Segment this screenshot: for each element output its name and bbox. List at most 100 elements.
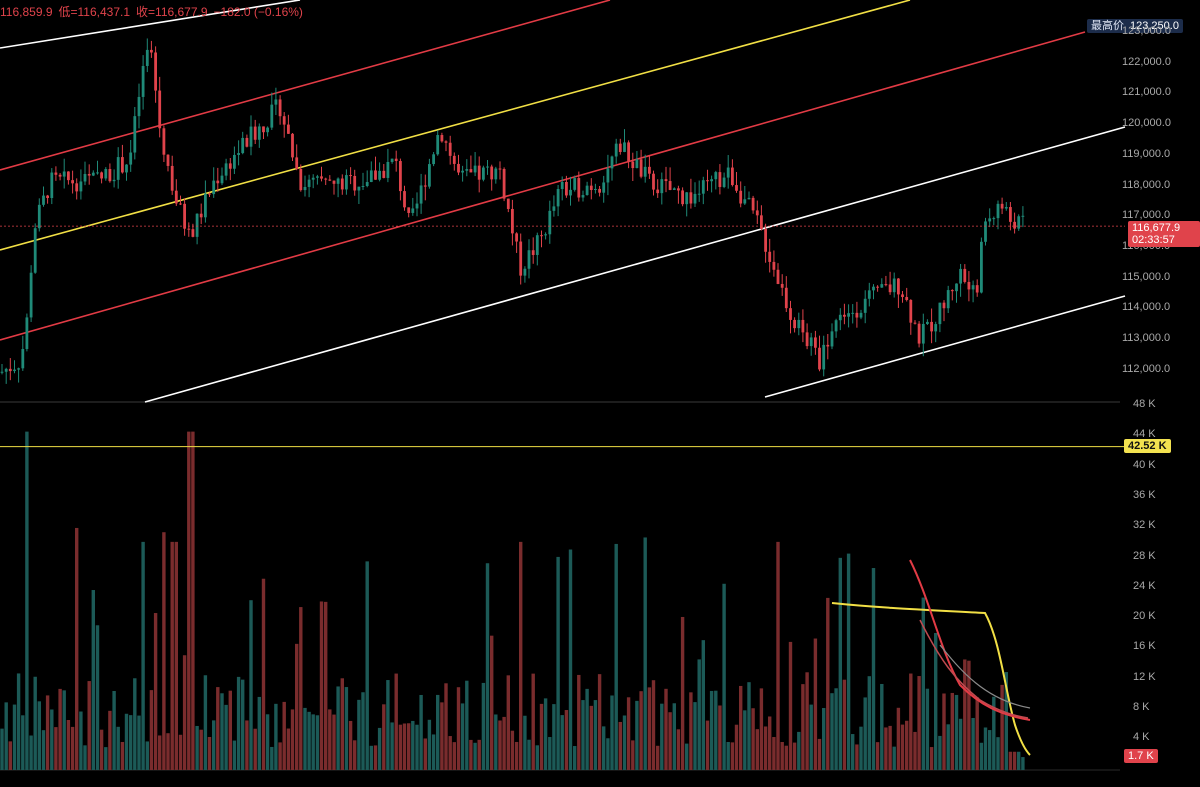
volume-bar <box>236 676 241 770</box>
candle-body <box>606 168 610 183</box>
volume-axis-label: 8 K <box>1133 701 1150 713</box>
candle-body <box>934 324 938 332</box>
volume-bar <box>415 724 419 770</box>
volume-bar <box>382 704 386 770</box>
volume-bar <box>946 724 950 770</box>
volume-bar <box>257 696 261 770</box>
volume-bar <box>622 715 627 770</box>
candle-body <box>635 159 639 169</box>
red-sketch-curve <box>909 559 1031 721</box>
volume-bar <box>361 692 365 770</box>
candle-body <box>992 218 996 220</box>
candle-body <box>216 180 220 184</box>
ohlc-close: 116,677.9 <box>155 5 208 19</box>
candle-body <box>208 193 211 195</box>
volume-bar <box>452 742 456 770</box>
candle-body <box>353 175 357 191</box>
candle-body <box>523 268 527 276</box>
candle-body <box>382 170 386 178</box>
candle-body <box>432 154 435 165</box>
volume-bar <box>759 688 764 770</box>
volume-bar <box>133 678 137 770</box>
candle-body <box>714 172 718 180</box>
volume-bar <box>460 703 465 770</box>
candle-body <box>195 213 199 237</box>
volume-axis-label: 40 K <box>1133 458 1156 471</box>
gray-sketch-curve <box>939 644 1031 709</box>
candle-body <box>494 168 498 180</box>
volume-bar <box>909 673 913 770</box>
candle-body <box>789 308 792 320</box>
candle-body <box>328 179 332 181</box>
volume-bar <box>585 688 589 770</box>
candle-body <box>809 337 813 347</box>
candle-body <box>506 198 510 209</box>
candle-body <box>50 172 54 199</box>
white-channel-top <box>0 0 301 49</box>
volume-bar <box>170 541 174 770</box>
candle-body <box>332 180 336 184</box>
volume-bar <box>942 693 946 770</box>
volume-bar <box>311 714 315 770</box>
volume-axis-label: 12 K <box>1133 670 1156 683</box>
candle-body <box>183 203 186 229</box>
candle-body <box>295 157 299 169</box>
candle-body <box>444 141 448 143</box>
candle-body <box>75 183 79 192</box>
volume-bar <box>846 553 851 770</box>
volume-bar <box>249 600 253 770</box>
volume-bar <box>1004 672 1008 770</box>
volume-bar <box>423 738 427 770</box>
volume-bar <box>141 541 145 770</box>
volume-bar <box>112 691 116 770</box>
candle-body <box>452 155 456 164</box>
volume-bar <box>494 714 498 770</box>
volume-bar <box>958 718 963 770</box>
candle-body <box>249 126 253 147</box>
candle-body <box>199 213 203 218</box>
trend-channel-lines[interactable] <box>0 0 1126 403</box>
volume-bar <box>705 720 710 770</box>
candle-body <box>241 137 245 154</box>
candle-body <box>544 234 547 236</box>
candle-body <box>299 168 303 191</box>
volume-bar <box>228 690 232 770</box>
candle-body <box>710 179 713 182</box>
candle-body <box>179 203 182 205</box>
candle-body <box>847 313 850 317</box>
candle-body <box>71 180 74 184</box>
ohlc-change: −182.0 (−0.16%) <box>213 5 303 19</box>
candle-body <box>938 302 942 325</box>
volume-bar <box>245 720 249 770</box>
volume-bar <box>1021 757 1025 770</box>
price-axis-label: 113,000.0 <box>1122 332 1171 344</box>
candle-body <box>618 143 622 152</box>
candle-body <box>21 349 25 369</box>
volume-bar <box>817 738 822 770</box>
candle-body <box>345 175 348 190</box>
volume-bar <box>784 745 788 770</box>
volume-bar <box>963 659 967 770</box>
candle-body <box>502 168 506 199</box>
volume-bar <box>668 712 672 770</box>
candle-body <box>457 163 460 173</box>
candle-body <box>784 287 788 309</box>
volume-bar <box>639 691 643 770</box>
volume-bar <box>701 640 705 770</box>
volume-bar <box>70 726 75 770</box>
volume-bar <box>892 746 896 770</box>
volume-bar <box>124 713 129 770</box>
candle-body <box>465 169 469 171</box>
volume-bar <box>788 641 793 770</box>
volume-bar <box>41 730 46 770</box>
candle-body <box>926 321 929 324</box>
candle-body <box>87 173 91 176</box>
volume-bar <box>552 704 556 770</box>
candle-body <box>535 235 539 255</box>
volume-bar <box>739 685 743 770</box>
volume-bar <box>357 699 361 770</box>
volume-bar <box>178 734 183 770</box>
candle-body <box>959 268 962 284</box>
candle-body <box>718 172 722 187</box>
